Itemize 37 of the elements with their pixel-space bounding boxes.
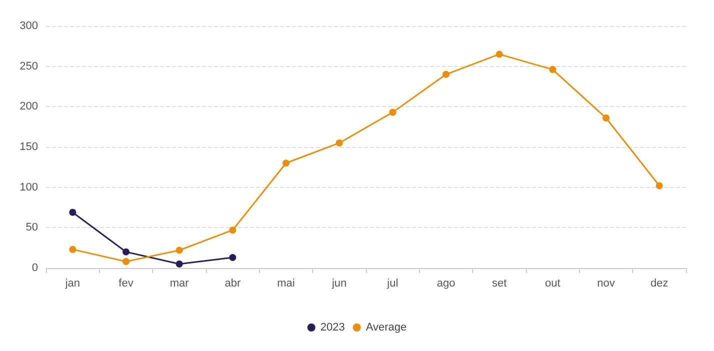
x-tick-label: mar (170, 278, 190, 290)
y-tick-label: 100 (20, 181, 38, 194)
point (496, 50, 503, 58)
point (389, 108, 396, 116)
x-tick-label: fev (118, 278, 134, 290)
x-tick-label: mai (277, 278, 295, 290)
point (602, 114, 610, 122)
point (69, 208, 76, 216)
point (69, 246, 76, 253)
x-tick-label: abr (224, 278, 241, 290)
point (549, 66, 556, 74)
y-tick-label: 300 (20, 20, 38, 32)
point (122, 248, 130, 256)
x-tick-label: jan (64, 278, 80, 290)
point (176, 246, 183, 254)
point (442, 70, 450, 78)
x-tick-label: jun (330, 278, 347, 290)
y-tick-label: 50 (26, 222, 38, 234)
legend-label: Average (366, 322, 407, 334)
x-tick-label: nov (597, 278, 616, 290)
x-tick-label: jul (386, 278, 398, 290)
point (282, 160, 290, 167)
point (229, 254, 236, 262)
point (656, 182, 663, 190)
point (176, 260, 183, 268)
y-tick-label: 0 (32, 262, 38, 274)
x-tick-label: out (545, 278, 560, 290)
legend-label: 2023 (320, 322, 345, 334)
y-tick-label: 150 (20, 141, 38, 153)
point (336, 139, 343, 146)
y-tick-label: 250 (20, 60, 38, 72)
y-tick-label: 200 (20, 100, 38, 113)
point (229, 226, 236, 234)
x-tick-label: dez (650, 278, 668, 290)
x-tick-label: ago (436, 278, 456, 290)
point (122, 258, 130, 266)
x-tick-label: set (492, 278, 507, 290)
